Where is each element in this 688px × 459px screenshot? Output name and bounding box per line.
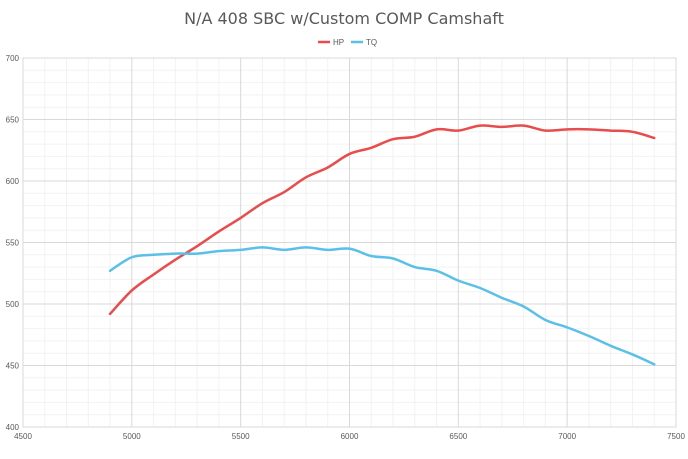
y-tick-label: 700 xyxy=(6,54,20,63)
x-tick-label: 6000 xyxy=(341,432,359,441)
x-tick-label: 5000 xyxy=(123,432,141,441)
series-line-hp xyxy=(108,124,656,316)
y-tick-label: 500 xyxy=(6,300,20,309)
plot-area-border xyxy=(22,57,677,428)
x-tick-label: 6500 xyxy=(449,432,467,441)
y-tick-label: 650 xyxy=(6,116,20,125)
x-axis-tick-labels: 4500 5000 5500 6000 6500 7000 7500 xyxy=(14,432,685,441)
series-line-tq xyxy=(108,246,656,366)
x-tick-label: 5500 xyxy=(232,432,250,441)
legend-label-tq: TQ xyxy=(366,38,377,47)
y-tick-label: 600 xyxy=(6,177,20,186)
x-tick-label: 4500 xyxy=(14,432,32,441)
x-tick-label: 7000 xyxy=(558,432,576,441)
legend: HP TQ xyxy=(318,38,377,47)
series-layer xyxy=(108,124,656,366)
y-tick-label: 550 xyxy=(6,239,20,248)
chart-title: N/A 408 SBC w/Custom COMP Camshaft xyxy=(184,9,504,28)
legend-label-hp: HP xyxy=(333,38,344,47)
y-axis-tick-labels: 400 450 500 550 600 650 700 xyxy=(6,54,20,432)
y-tick-label: 400 xyxy=(6,423,20,432)
major-grid xyxy=(22,57,677,428)
y-tick-label: 450 xyxy=(6,362,20,371)
x-tick-label: 7500 xyxy=(667,432,685,441)
